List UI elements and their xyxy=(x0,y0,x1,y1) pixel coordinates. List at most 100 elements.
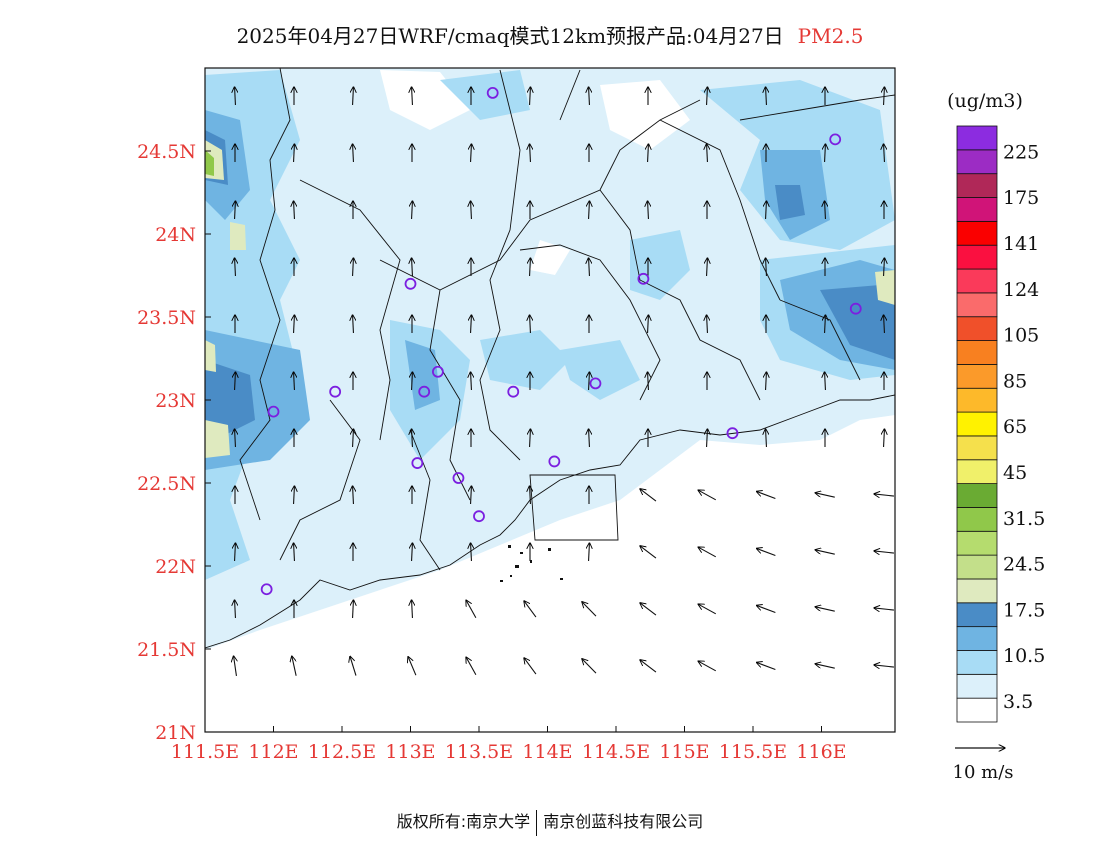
colorbar-label: 45 xyxy=(1003,462,1027,484)
wind-arrow xyxy=(412,258,413,277)
wind-arrow xyxy=(640,546,657,559)
wind-arrow xyxy=(234,656,237,676)
y-tick-label: 21.5N xyxy=(137,639,196,661)
y-tick-label: 22.5N xyxy=(137,473,196,495)
colorbar-bin xyxy=(956,626,998,651)
wind-arrow xyxy=(471,144,472,163)
wind-arrow xyxy=(471,201,472,220)
colorbar-bin xyxy=(956,173,998,198)
colorbar-bin xyxy=(956,530,998,556)
wind-arrow xyxy=(825,201,826,220)
colorbar-bin xyxy=(956,697,998,723)
y-tick-label: 24N xyxy=(155,224,196,246)
colorbar-bin xyxy=(956,435,998,461)
station-marker xyxy=(260,583,273,596)
title-main: 2025年04月27日WRF/cmaq模式12km预报产品:04月27日 xyxy=(236,24,784,48)
wind-arrow xyxy=(757,549,776,557)
station-marker xyxy=(849,302,862,315)
y-tick-label: 21N xyxy=(155,722,196,744)
wind-arrow xyxy=(815,550,835,555)
colorbar-label: 24.5 xyxy=(1003,554,1045,576)
wind-arrow xyxy=(471,315,472,334)
wind-arrow xyxy=(589,429,590,448)
colorbar-bin xyxy=(956,387,998,413)
wind-arrow xyxy=(353,87,354,106)
footer-right: 南京创蓝科技有限公司 xyxy=(543,812,704,831)
wind-arrow xyxy=(766,429,767,448)
wind-arrow xyxy=(757,492,776,500)
wind-arrow xyxy=(874,608,895,610)
wind-arrow xyxy=(292,656,297,676)
wind-arrow xyxy=(640,489,657,502)
wind-arrow xyxy=(757,663,776,671)
wind-arrow xyxy=(353,429,354,448)
wind-arrow xyxy=(648,372,649,391)
wind-arrow xyxy=(707,144,708,163)
station-marker xyxy=(411,457,424,469)
y-tick-label: 24.5N xyxy=(137,141,196,163)
x-tick-label: 114.5E xyxy=(582,741,650,763)
x-tick-label: 113E xyxy=(385,741,435,763)
y-tick-label: 23.5N xyxy=(137,307,196,329)
wind-arrow xyxy=(412,372,413,391)
station-marker xyxy=(507,385,520,398)
wind-arrow xyxy=(235,543,236,562)
wind-arrow xyxy=(874,665,895,667)
colorbar-label: 3.5 xyxy=(1003,691,1033,713)
wind-arrow xyxy=(235,372,236,391)
station-marker xyxy=(473,510,485,523)
wind-arrow xyxy=(884,315,885,334)
islands xyxy=(500,545,563,582)
x-tick-label: 113.5E xyxy=(445,741,513,763)
station-marker xyxy=(418,385,431,398)
wind-arrow xyxy=(648,201,649,220)
colorbar-bin xyxy=(956,411,998,437)
colorbar-label: 175 xyxy=(1003,187,1039,209)
wind-arrow xyxy=(589,543,590,562)
wind-arrow xyxy=(698,604,717,615)
wind-arrow xyxy=(648,315,649,334)
wind-arrow xyxy=(294,372,295,391)
wind-arrow xyxy=(815,607,835,612)
wind-arrow xyxy=(412,87,413,106)
wind-arrow xyxy=(530,258,531,277)
wind-arrow xyxy=(412,429,413,448)
wind-arrow xyxy=(589,201,590,220)
wind-arrow xyxy=(815,664,835,669)
station-marker xyxy=(452,472,465,484)
colorbar-bin xyxy=(956,340,998,365)
wind-legend: 10 m/s xyxy=(953,748,1014,783)
colorbar-label: 141 xyxy=(1003,233,1039,255)
y-tick-label: 23N xyxy=(155,390,196,412)
wind-arrow xyxy=(698,547,717,558)
colorbar: 3.5 10.5 17.5 24.5 31.5 45 65 85 105 124 141 175 225 xyxy=(956,125,1045,723)
wind-arrow xyxy=(589,372,590,391)
wind-arrow xyxy=(530,87,531,106)
title-species: PM2.5 xyxy=(797,24,864,48)
wind-arrow xyxy=(698,490,717,501)
wind-arrow xyxy=(648,144,649,163)
colorbar-label: 105 xyxy=(1003,325,1039,347)
wind-arrow xyxy=(766,372,767,391)
station-marker xyxy=(589,377,602,390)
x-tick-label: 116E xyxy=(796,741,846,763)
wind-arrow xyxy=(884,87,885,106)
colorbar-bin xyxy=(956,673,998,699)
station-marker xyxy=(637,272,650,285)
wind-arrow xyxy=(294,315,295,334)
wind-arrow xyxy=(766,201,767,220)
wind-vectors xyxy=(234,87,895,676)
colorbar-label: 124 xyxy=(1003,279,1039,301)
wind-arrow xyxy=(353,600,354,619)
station-marker xyxy=(404,277,417,290)
wind-arrow xyxy=(582,602,597,617)
wind-arrow xyxy=(466,600,477,619)
wind-arrow xyxy=(294,486,295,505)
wind-arrow xyxy=(825,315,826,334)
wind-arrow xyxy=(350,656,357,676)
wind-arrow xyxy=(698,661,717,672)
station-marker xyxy=(267,405,280,418)
wind-arrow xyxy=(707,258,708,277)
colorbar-label: 31.5 xyxy=(1003,508,1045,530)
wind-arrow xyxy=(235,258,236,277)
